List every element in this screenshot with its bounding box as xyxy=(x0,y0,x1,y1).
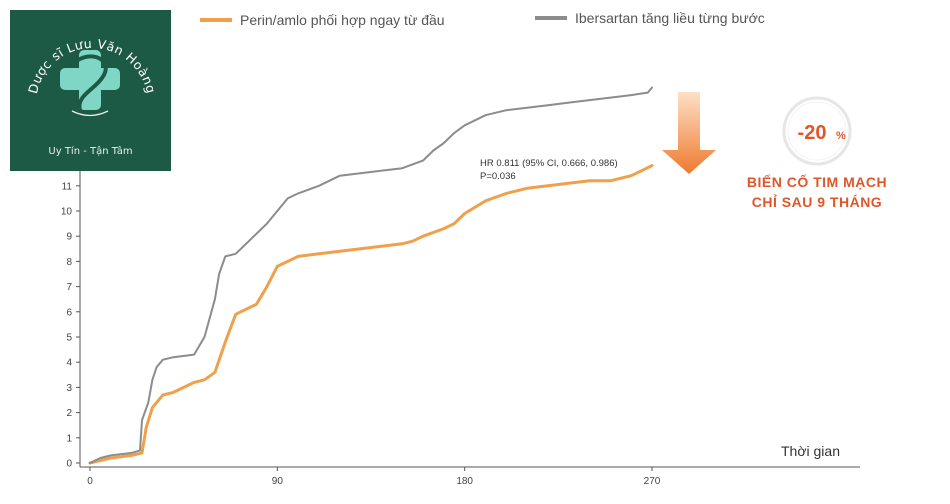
logo-tagline: Uy Tín - Tận Tâm xyxy=(48,146,133,157)
y-tick-label: 8 xyxy=(66,257,72,268)
y-tick-label: 3 xyxy=(66,383,72,394)
y-tick-label: 7 xyxy=(66,282,72,293)
y-tick-label: 4 xyxy=(66,358,72,369)
y-tick-label: 0 xyxy=(66,459,72,470)
x-tick-label: 0 xyxy=(87,476,93,487)
y-tick-label: 11 xyxy=(62,181,73,192)
x-tick-label: 270 xyxy=(644,476,661,487)
y-tick-label: 6 xyxy=(66,307,72,318)
event-text-line1: BIẾN CỐ TIM MẠCH xyxy=(747,173,887,190)
y-tick-label: 5 xyxy=(66,333,72,344)
series-line-2 xyxy=(89,86,653,464)
brand-logo: Dược sĩ Lưu Văn Hoàng Uy Tín - Tận Tâm xyxy=(10,10,171,171)
y-tick-label: 2 xyxy=(66,408,72,419)
y-tick-label: 1 xyxy=(66,433,72,444)
legend-label-1: Perin/amlo phối hợp ngay từ đầu xyxy=(240,12,445,28)
hr-annotation-line1: HR 0.811 (95% CI, 0.666, 0.986) xyxy=(480,158,618,169)
x-ticks: 0 90 180 270 xyxy=(87,467,661,487)
legend: Perin/amlo phối hợp ngay từ đầu Ibersarta… xyxy=(200,10,765,28)
x-tick-label: 180 xyxy=(456,476,473,487)
event-text-line2: CHỈ SAU 9 THÁNG xyxy=(752,194,882,210)
hr-annotation-line2: P=0.036 xyxy=(480,171,516,182)
y-tick-label: 10 xyxy=(61,207,73,218)
badge-value: -20 xyxy=(798,122,827,144)
series-layer xyxy=(88,86,654,465)
axes xyxy=(79,150,860,468)
x-axis-label: Thời gian xyxy=(781,443,840,459)
down-arrow-icon xyxy=(662,92,716,174)
badge-percent: % xyxy=(836,130,846,142)
x-tick-label: 90 xyxy=(272,476,284,487)
y-ticks: 0 1 2 3 4 5 6 7 8 9 10 11 xyxy=(61,181,80,470)
reduction-badge: -20 % xyxy=(782,96,852,166)
series-line-1 xyxy=(88,164,654,465)
y-tick-label: 9 xyxy=(66,232,72,243)
legend-label-2: Ibersartan tăng liều từng bước xyxy=(575,10,765,26)
medical-cross-logo-icon: Dược sĩ Lưu Văn Hoàng xyxy=(25,36,158,117)
